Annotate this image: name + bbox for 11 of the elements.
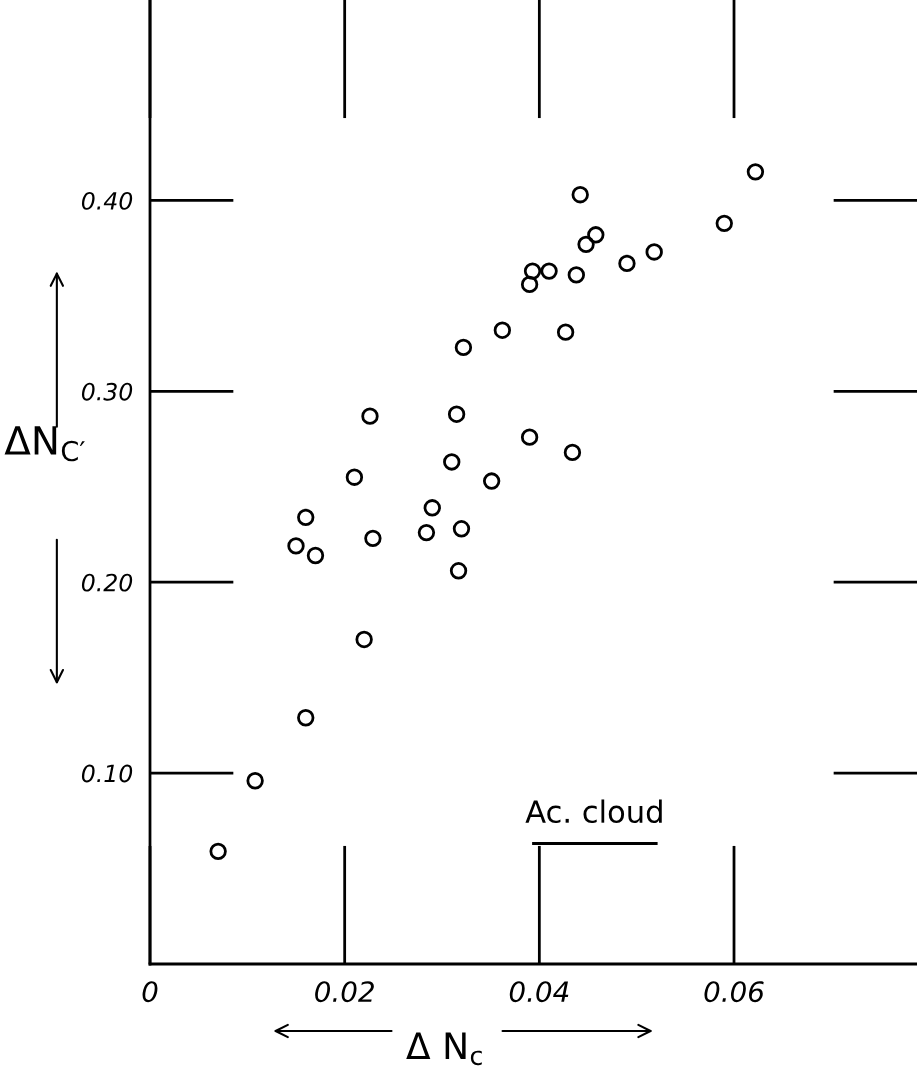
y-tick-label: 0.10 bbox=[81, 764, 133, 783]
annotation: Ac. cloud bbox=[525, 799, 662, 824]
x-tick-label: 0.04 bbox=[509, 981, 569, 1003]
y-tick-label: 0.20 bbox=[81, 573, 133, 592]
x-tick-label: 0 bbox=[142, 981, 158, 1003]
y-tick-label: 0.40 bbox=[81, 191, 133, 210]
y-axis-title: ΔN$_{C′}$ bbox=[4, 426, 85, 462]
x-tick-label: 0.02 bbox=[315, 981, 374, 1003]
y-tick-label: 0.30 bbox=[81, 382, 133, 401]
x-tick-label: 0.06 bbox=[704, 981, 764, 1003]
x-axis-title: Δ N$_{c}$ bbox=[406, 1032, 482, 1066]
